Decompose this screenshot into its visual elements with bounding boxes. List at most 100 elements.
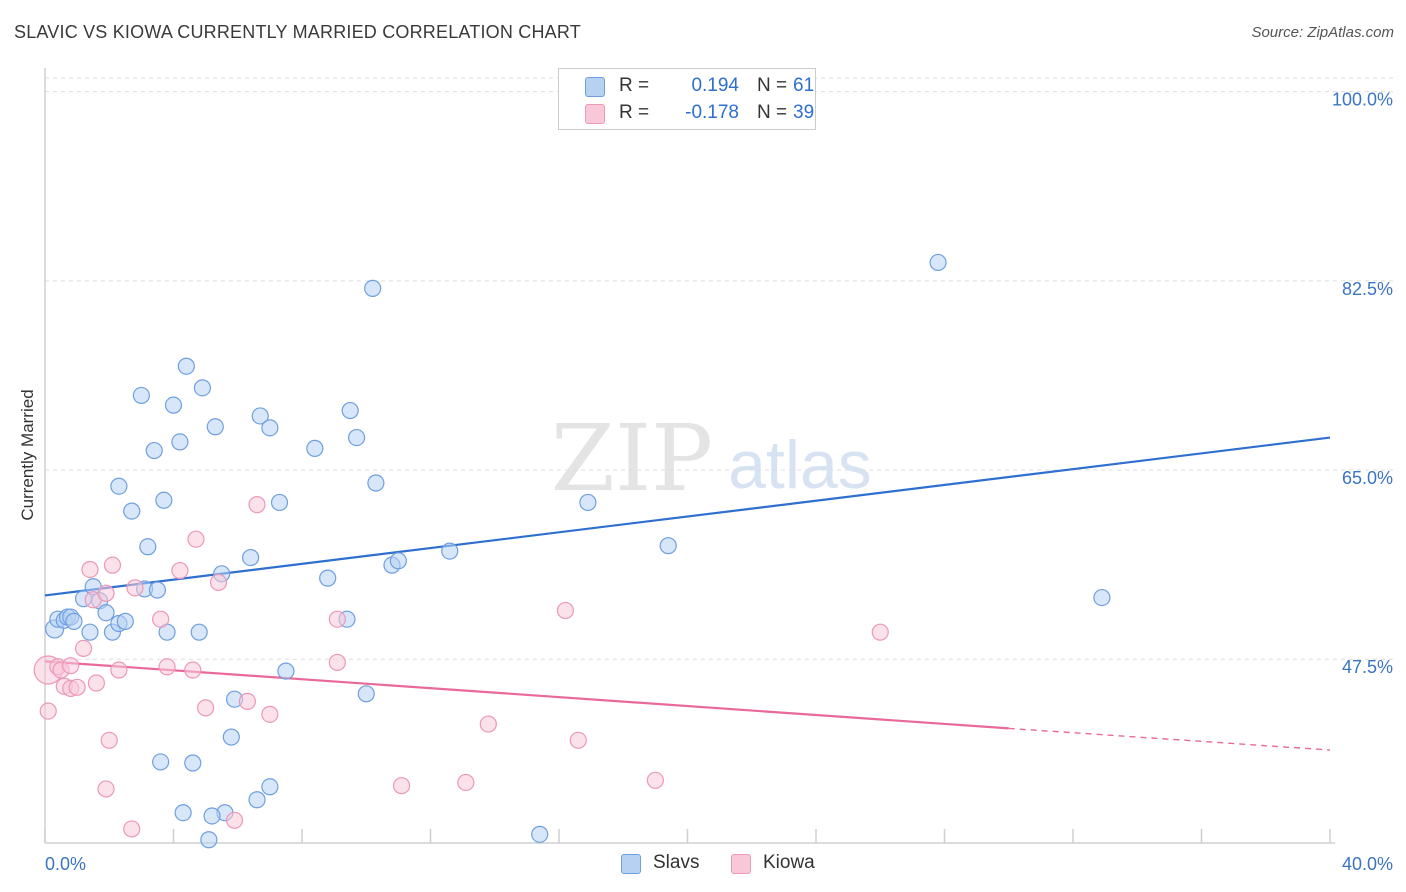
legend-n-value: 39 [793,102,815,123]
point-slavs [148,581,167,599]
point-slavs [200,831,218,849]
legend-swatch-slavs [585,77,605,97]
point-kiowa [392,777,411,795]
point-kiowa [87,674,106,692]
legend-label-kiowa: Kiowa [763,852,815,873]
point-slavs [389,552,407,570]
point-kiowa [197,699,215,717]
point-slavs [579,493,597,512]
legend-r-value: -0.178 [685,102,739,123]
point-slavs [341,401,359,420]
watermark-atlas: atlas [728,427,872,503]
point-slavs [929,253,947,272]
trend-lines [44,436,1331,751]
point-kiowa [74,639,93,657]
point-slavs [97,604,115,622]
trend-line-kiowa-extrapolated [1008,727,1331,751]
point-slavs [441,542,459,560]
point-kiowa [328,653,346,672]
data-points [33,253,1111,849]
point-slavs [348,428,366,447]
point-slavs [116,612,134,630]
point-kiowa [171,561,189,580]
axes [44,68,1335,844]
y-tick-label: 65.0% [1342,468,1393,488]
point-kiowa [39,702,57,720]
point-slavs [306,439,324,457]
tick-labels: 100.0% 82.5% 65.0% 47.5% 0.0% 40.0% [45,90,1393,874]
x-tick-label: 40.0% [1342,854,1393,874]
point-kiowa [225,811,244,829]
point-kiowa [110,661,128,679]
point-slavs [184,754,202,772]
point-kiowa [81,560,99,579]
point-kiowa [328,610,346,628]
point-kiowa [209,573,228,592]
point-kiowa [871,623,889,641]
legend-r-value: 0.194 [691,75,739,96]
watermark: ZIP atlas [551,405,872,512]
grid [45,77,1395,660]
stats-legend: R = 0.194 N = 61 R = -0.178 N = 39 [558,68,816,130]
series-legend: Slavs Kiowa [0,852,1406,878]
point-slavs [145,441,163,460]
point-slavs [190,623,208,641]
point-slavs [261,778,279,796]
point-slavs [364,279,382,297]
point-slavs [123,502,141,520]
point-kiowa [457,773,475,792]
point-slavs [277,662,295,680]
legend-swatch-slavs [621,854,641,874]
point-slavs [206,418,224,436]
watermark-zip: ZIP [551,405,713,512]
point-slavs [319,569,337,587]
legend-swatch-kiowa [731,854,751,874]
legend-n-label: N = [757,75,788,96]
point-slavs [132,386,150,405]
trend-line-kiowa [44,660,1009,730]
y-tick-label: 82.5% [1342,279,1393,299]
point-kiowa [184,661,202,679]
point-kiowa [646,771,664,789]
y-tick-label: 100.0% [1332,90,1393,110]
point-slavs [152,753,170,771]
point-kiowa [62,657,80,675]
point-slavs [261,419,279,437]
legend-r-label: R = [619,102,650,123]
point-slavs [222,728,240,746]
point-slavs [531,825,549,843]
point-kiowa [126,579,144,597]
point-slavs [270,493,289,512]
point-kiowa [103,556,122,574]
point-slavs [242,548,260,567]
point-kiowa [158,658,176,676]
point-slavs [659,537,677,555]
point-kiowa [97,780,115,798]
source-label: Source: ZipAtlas.com [1251,24,1394,41]
point-slavs [139,538,157,556]
y-tick-label: 47.5% [1342,657,1393,677]
point-kiowa [569,731,587,749]
legend-r-label: R = [619,75,650,96]
point-kiowa [556,601,575,620]
point-slavs [251,407,269,425]
point-slavs [174,804,192,822]
point-slavs [367,474,385,492]
point-kiowa [261,705,279,723]
trend-line-slavs [44,436,1331,597]
point-slavs [203,807,221,825]
legend-n-value: 61 [793,75,815,96]
point-slavs [110,477,128,495]
legend-label-slavs: Slavs [653,852,700,873]
chart-title: SLAVIC VS KIOWA CURRENTLY MARRIED CORREL… [14,22,581,42]
point-slavs [1093,588,1111,607]
point-slavs [155,491,173,509]
point-kiowa [248,496,266,514]
point-slavs [193,379,212,397]
point-kiowa [238,692,256,710]
point-kiowa [68,678,86,696]
point-slavs [171,433,189,451]
point-kiowa [187,530,205,548]
point-kiowa [479,715,497,733]
